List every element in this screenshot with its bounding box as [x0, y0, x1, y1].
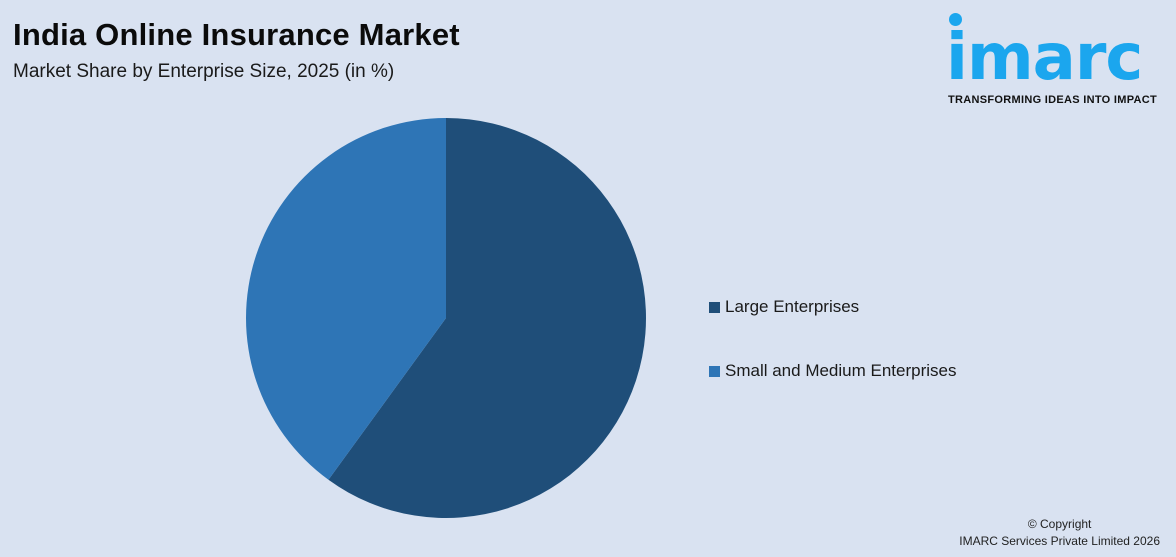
- copyright-line2: IMARC Services Private Limited 2026: [959, 534, 1160, 548]
- logo-wordmark: imarc: [946, 21, 1143, 95]
- legend-label: Large Enterprises: [725, 297, 860, 316]
- chart-title: India Online Insurance Market: [13, 17, 460, 52]
- legend-item-sme: Small and Medium Enterprises: [709, 360, 956, 382]
- pie-slice-small-and-medium-enterprises: [246, 118, 446, 480]
- legend-swatch-icon: [709, 365, 720, 377]
- legend: Large Enterprises Small and Medium Enter…: [709, 296, 956, 424]
- legend-label: Small and Medium Enterprises: [725, 361, 957, 380]
- pie-slices: [246, 118, 646, 518]
- logo-tagline: TRANSFORMING IDEAS INTO IMPACT: [948, 94, 1158, 106]
- legend-swatch-icon: [709, 301, 720, 313]
- copyright-line1: © Copyright: [1027, 517, 1092, 531]
- pie-slice-large-enterprises: [328, 118, 646, 518]
- logo-dot-icon: [949, 13, 962, 26]
- copyright: © Copyright IMARC Services Private Limit…: [959, 516, 1160, 550]
- imarc-logo: imarc TRANSFORMING IDEAS INTO IMPACT: [944, 12, 1172, 108]
- legend-item-large-enterprises: Large Enterprises: [709, 296, 956, 318]
- pie-chart: [246, 118, 646, 518]
- chart-subtitle: Market Share by Enterprise Size, 2025 (i…: [13, 61, 395, 82]
